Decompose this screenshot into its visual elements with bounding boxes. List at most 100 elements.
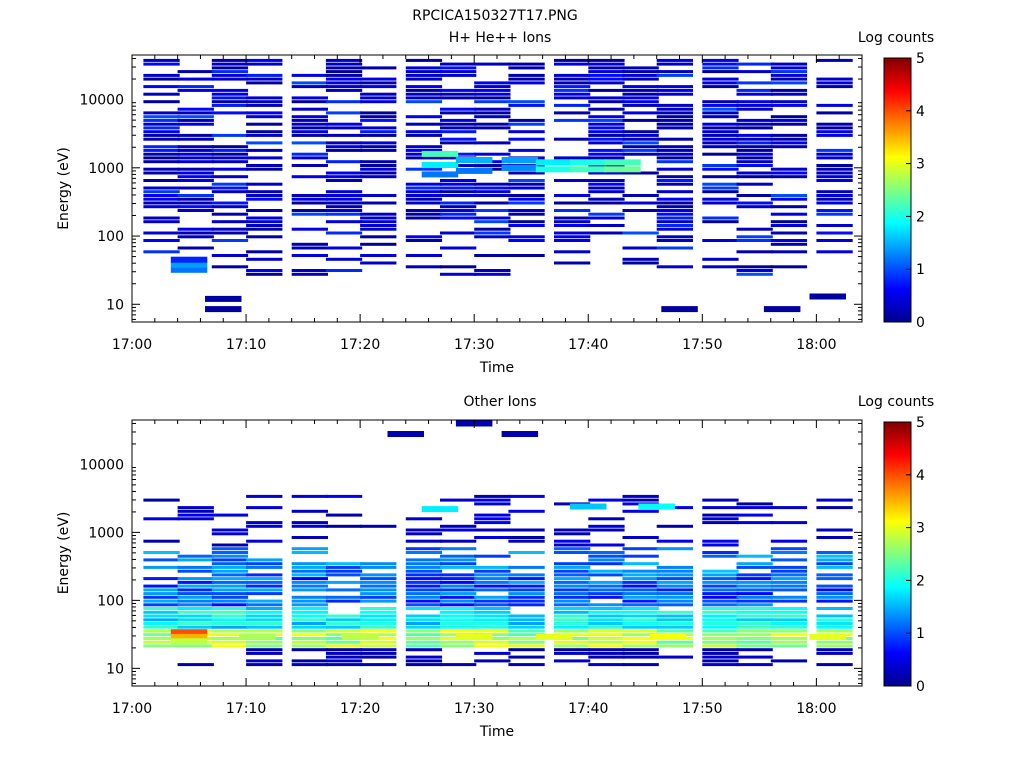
heatmap-cell [588, 156, 625, 160]
heatmap-cell [474, 629, 511, 633]
heatmap-cell [291, 141, 328, 145]
heatmap-cell [211, 212, 249, 216]
heatmap-cell [736, 205, 773, 209]
data-cell [604, 159, 641, 166]
heatmap-cell [440, 588, 477, 592]
heatmap-cell [474, 235, 511, 239]
heatmap-cell [440, 141, 477, 145]
heatmap-cell [177, 513, 214, 517]
heatmap-cell [656, 539, 693, 543]
heatmap-cell [474, 216, 511, 220]
heatmap-cell [405, 625, 443, 629]
heatmap-cell [474, 588, 511, 592]
heatmap-cell [656, 547, 693, 551]
heatmap-cell [325, 205, 363, 209]
heatmap-cell [474, 209, 511, 212]
heatmap-cell [770, 62, 808, 66]
heatmap-cell [405, 629, 443, 633]
heatmap-cell [554, 625, 591, 629]
heatmap-cell [508, 122, 545, 126]
heatmap-cell [656, 216, 693, 220]
heatmap-cell [736, 122, 773, 126]
heatmap-cell [554, 118, 591, 122]
heatmap-cell [588, 212, 625, 216]
heatmap-cell [554, 651, 591, 655]
heatmap-cell [554, 73, 591, 77]
heatmap-cell [702, 265, 739, 269]
data-cell [570, 159, 607, 166]
heatmap-cell [177, 175, 214, 179]
heatmap-cell [211, 190, 249, 194]
heatmap-cell [360, 164, 397, 167]
heatmap-cell [325, 655, 363, 659]
heatmap-cell [770, 194, 808, 197]
heatmap-cell [177, 663, 214, 667]
heatmap-cell [770, 73, 808, 77]
heatmap-cell [474, 92, 511, 96]
heatmap-cell [622, 536, 659, 539]
heatmap-cell [702, 637, 739, 640]
heatmap-cell [143, 73, 180, 77]
heatmap-cell [325, 73, 363, 77]
heatmap-cell [246, 111, 283, 115]
heatmap-cell [702, 126, 739, 130]
heatmap-cell [440, 565, 477, 569]
heatmap-cell [816, 148, 853, 152]
heatmap-cell [143, 622, 180, 625]
heatmap-cell [736, 577, 773, 581]
colorbar-gradient [883, 57, 912, 323]
heatmap-cell [143, 637, 180, 640]
heatmap-cell [622, 663, 659, 667]
heatmap-cell [622, 70, 659, 74]
heatmap-cell [440, 618, 477, 622]
heatmap-cell [177, 115, 214, 119]
heatmap-cell [325, 524, 363, 528]
heatmap-cell [440, 118, 477, 122]
x-tick-label: 17:20 [340, 701, 380, 717]
heatmap-cell [770, 595, 808, 599]
heatmap-cell [588, 663, 625, 667]
y-axis: 10 100 1000 10000 [79, 57, 862, 320]
heatmap-cell [770, 599, 808, 603]
heatmap-cell [360, 100, 397, 104]
heatmap-cell [474, 640, 511, 644]
heatmap-cell [405, 562, 443, 566]
heatmap-cell [325, 175, 363, 179]
heatmap-cell [474, 502, 511, 506]
heatmap-cell [656, 610, 693, 614]
heatmap-cell [702, 521, 739, 525]
heatmap-cell [291, 197, 328, 201]
heatmap-cell [622, 261, 659, 265]
heatmap-cell [622, 577, 659, 581]
heatmap-cell [246, 603, 283, 607]
heatmap-cell [211, 182, 249, 186]
heatmap-cell [656, 92, 693, 96]
heatmap-cell [440, 179, 477, 182]
heatmap-cell [360, 640, 397, 644]
heatmap-cell [474, 517, 511, 521]
heatmap-cell [474, 494, 511, 498]
heatmap-cell [143, 644, 180, 648]
heatmap-cell [325, 179, 363, 182]
heatmap-cell [736, 160, 773, 164]
heatmap-cell [554, 607, 591, 610]
heatmap-cell [508, 663, 545, 667]
heatmap-cell [816, 250, 853, 254]
heatmap-cell [588, 614, 625, 618]
heatmap-cell [656, 595, 693, 599]
heatmap-cell [211, 513, 249, 517]
data-cell [501, 157, 539, 163]
heatmap-cell [770, 137, 808, 141]
heatmap-cell [291, 644, 328, 648]
heatmap-cell [816, 201, 853, 205]
heatmap-cell [702, 81, 739, 85]
heatmap-cell [702, 513, 739, 517]
heatmap-cell [325, 133, 363, 137]
heatmap-cell [656, 197, 693, 201]
heatmap-cell [405, 577, 443, 581]
heatmap-cell [622, 66, 659, 70]
heatmap-cell [405, 618, 443, 622]
heatmap-cell [211, 265, 249, 269]
heatmap-cell [702, 633, 739, 637]
